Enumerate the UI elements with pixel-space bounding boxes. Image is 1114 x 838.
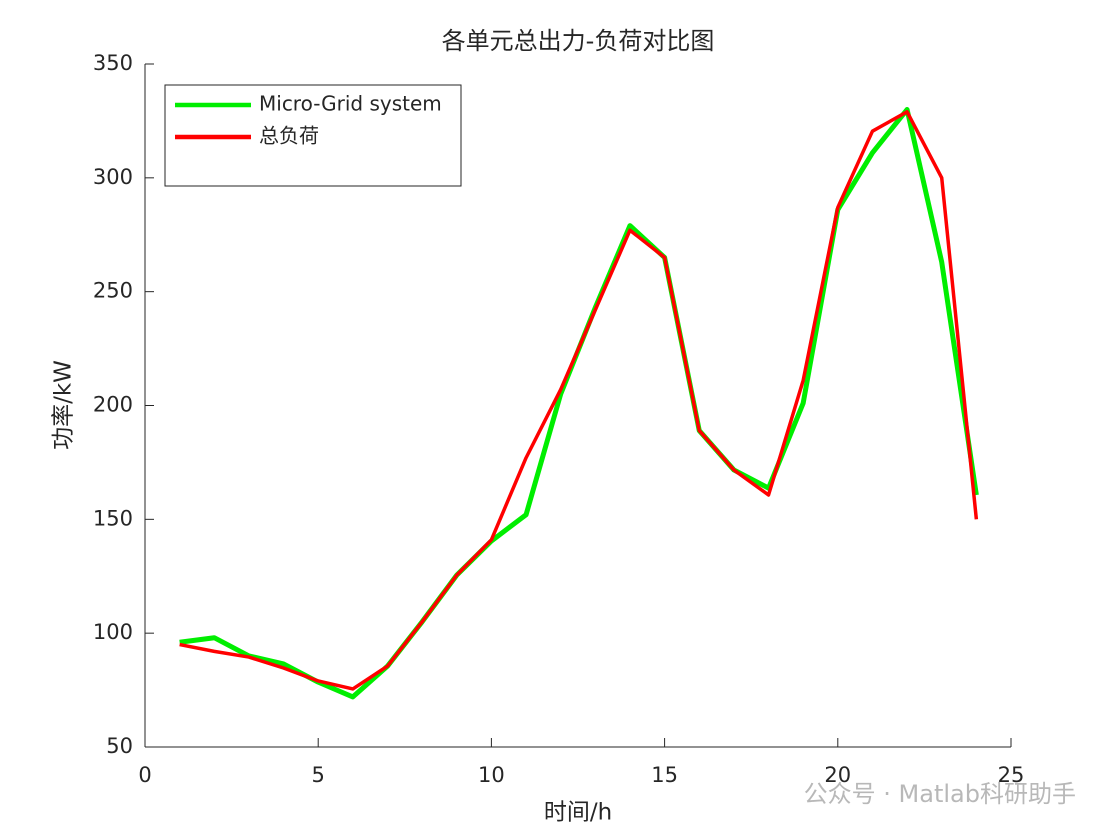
- y-tick-label: 100: [93, 620, 133, 644]
- y-axis-label: 功率/kW: [51, 360, 77, 450]
- x-tick-label: 25: [998, 763, 1025, 787]
- y-tick-label: 200: [93, 393, 133, 417]
- y-tick-label: 350: [93, 51, 133, 75]
- legend-label: Micro-Grid system: [259, 92, 442, 116]
- x-tick-label: 5: [312, 763, 325, 787]
- series-line: [179, 110, 979, 691]
- x-tick-label: 20: [824, 763, 851, 787]
- legend-label: 总负荷: [259, 124, 319, 148]
- y-tick-label: 250: [93, 279, 133, 303]
- y-tick-label: 50: [106, 734, 133, 758]
- y-tick-label: 150: [93, 506, 133, 530]
- chart-title: 各单元总出力-负荷对比图: [442, 27, 715, 55]
- x-tick-label: 10: [478, 763, 505, 787]
- x-tick-label: 0: [138, 763, 151, 787]
- x-axis-label: 时间/h: [544, 800, 612, 826]
- series-line: [179, 107, 979, 700]
- y-tick-label: 300: [93, 165, 133, 189]
- x-tick-label: 15: [651, 763, 678, 787]
- watermark: 公众号 · Matlab科研助手: [804, 780, 1076, 808]
- legend-box: [164, 84, 462, 187]
